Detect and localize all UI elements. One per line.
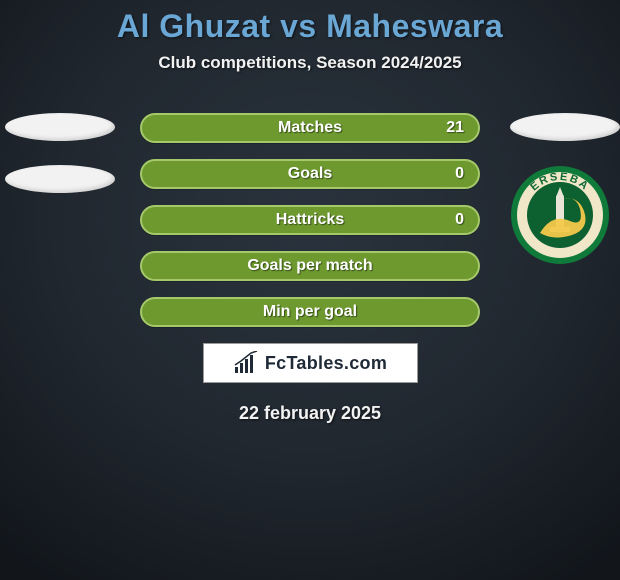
stats-area: ERSEBA Matches 21 Goals 0 Hattricks 0 Goals pe…: [0, 113, 620, 327]
stat-label: Hattricks: [276, 211, 344, 229]
team-placeholder-icon: [5, 113, 115, 141]
right-team-column: ERSEBA: [500, 113, 620, 265]
stat-pill: Matches 21: [140, 113, 480, 143]
brand-text: FcTables.com: [265, 353, 387, 374]
stat-pill: Goals per match: [140, 251, 480, 281]
team-placeholder-icon: [510, 113, 620, 141]
stat-pill: Goals 0: [140, 159, 480, 189]
team-placeholder-icon: [5, 165, 115, 193]
date: 22 february 2025: [0, 403, 620, 424]
page-title: Al Ghuzat vs Maheswara: [0, 8, 620, 45]
brand-box: FcTables.com: [203, 343, 418, 383]
stat-value: 0: [455, 165, 464, 183]
stat-pill-column: Matches 21 Goals 0 Hattricks 0 Goals per match…: [140, 113, 480, 327]
left-team-column: [0, 113, 120, 217]
stat-label: Matches: [278, 119, 342, 137]
stat-value: 0: [455, 211, 464, 229]
subtitle: Club competitions, Season 2024/2025: [0, 53, 620, 73]
chart-icon: [233, 351, 261, 375]
stat-pill: Hattricks 0: [140, 205, 480, 235]
stat-pill: Min per goal: [140, 297, 480, 327]
stat-label: Goals: [288, 165, 332, 183]
stat-value: 21: [446, 119, 464, 137]
stat-label: Goals per match: [247, 257, 372, 275]
team-crest-icon: ERSEBA: [510, 165, 610, 265]
stat-label: Min per goal: [263, 303, 357, 321]
